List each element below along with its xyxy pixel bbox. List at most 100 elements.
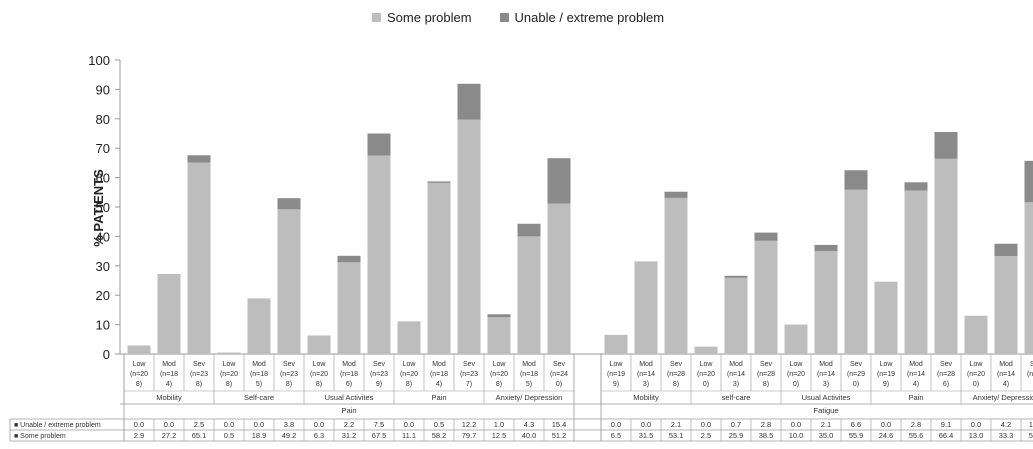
- bar-some-problem: [814, 251, 838, 354]
- x-category-label: 8): [316, 381, 322, 388]
- x-category-label: (n=28: [1027, 371, 1033, 378]
- x-category-label: Mod: [342, 361, 356, 368]
- bar-some-problem: [337, 262, 361, 354]
- x-category-label: Sev: [373, 361, 386, 368]
- table-value-unable: 6.6: [851, 420, 861, 429]
- bar-unable-extreme: [487, 314, 511, 318]
- table-value-unable: 4.2: [1001, 420, 1011, 429]
- chart-legend: Some problem Unable / extreme problem: [372, 10, 664, 25]
- table-value-unable: 2.2: [344, 420, 354, 429]
- table-value-unable: 2.8: [761, 420, 771, 429]
- x-category-label: 9): [376, 381, 382, 388]
- x-category-label: 8): [286, 381, 292, 388]
- table-value-some: 2.5: [701, 431, 711, 440]
- bar-unable-extreme: [277, 198, 301, 210]
- table-value-unable: 15.4: [552, 420, 567, 429]
- x-category-label: Low: [700, 361, 714, 368]
- bar-unable-extreme: [457, 83, 481, 120]
- bar-some-problem: [874, 281, 898, 354]
- bar-unable-extreme: [547, 158, 571, 204]
- x-category-label: (n=24: [550, 371, 568, 378]
- dimension-label: Mobility: [633, 393, 659, 402]
- table-value-unable: 14.1: [1029, 420, 1033, 429]
- table-value-unable: 0.0: [314, 420, 324, 429]
- bar-unable-extreme: [934, 132, 958, 159]
- x-category-label: (n=23: [370, 371, 388, 378]
- table-value-unable: 1.0: [494, 420, 504, 429]
- table-value-some: 66.4: [939, 431, 954, 440]
- table-value-some: 51.6: [1029, 431, 1033, 440]
- bar-unable-extreme: [427, 181, 451, 183]
- x-category-label: 3): [823, 381, 829, 388]
- bar-unable-extreme: [814, 244, 838, 252]
- bar-some-problem: [724, 277, 748, 354]
- bar-some-problem: [604, 334, 628, 354]
- x-category-label: 5): [526, 381, 532, 388]
- y-tick-label: 10: [96, 318, 110, 333]
- bar-unable-extreme: [664, 191, 688, 198]
- bar-some-problem: [517, 236, 541, 354]
- x-category-label: Low: [790, 361, 804, 368]
- x-category-label: (n=19: [607, 371, 625, 378]
- table-value-some: 55.6: [909, 431, 924, 440]
- table-value-unable: 0.0: [611, 420, 621, 429]
- x-category-label: (n=18: [430, 371, 448, 378]
- bar-some-problem: [1024, 202, 1033, 354]
- table-value-some: 10.0: [789, 431, 804, 440]
- dimension-label: Mobility: [156, 393, 182, 402]
- dimension-label: Anxiety/ Depression: [973, 393, 1033, 402]
- table-value-some: 0.5: [224, 431, 234, 440]
- table-value-unable: 0.7: [731, 420, 741, 429]
- bar-some-problem: [217, 352, 241, 354]
- x-category-label: (n=14: [637, 371, 655, 378]
- y-tick-label: 30: [96, 259, 110, 274]
- table-value-some: 33.3: [999, 431, 1014, 440]
- table-value-unable: 2.1: [821, 420, 831, 429]
- x-category-label: 8): [136, 381, 142, 388]
- x-category-label: 4): [1003, 381, 1009, 388]
- table-row-label-some: ■ Some problem: [14, 433, 66, 440]
- table-value-some: 49.2: [282, 431, 297, 440]
- table-value-some: 53.1: [669, 431, 684, 440]
- table-value-some: 31.5: [639, 431, 654, 440]
- bar-some-problem: [277, 209, 301, 354]
- x-category-label: (n=23: [280, 371, 298, 378]
- table-value-unable: 2.1: [671, 420, 681, 429]
- x-category-label: (n=20: [130, 371, 148, 378]
- x-category-label: Sev: [463, 361, 476, 368]
- x-category-label: (n=20: [400, 371, 418, 378]
- x-category-label: (n=14: [727, 371, 745, 378]
- bar-some-problem: [187, 162, 211, 354]
- x-category-label: (n=28: [757, 371, 775, 378]
- bar-unable-extreme: [724, 275, 748, 278]
- table-value-some: 18.9: [252, 431, 267, 440]
- x-category-label: Mod: [999, 361, 1013, 368]
- x-category-label: Mod: [909, 361, 923, 368]
- table-value-unable: 3.8: [284, 420, 294, 429]
- x-category-label: 0): [703, 381, 709, 388]
- legend-swatch-unable: [499, 13, 509, 22]
- x-category-label: Sev: [850, 361, 863, 368]
- y-tick-label: 20: [96, 288, 110, 303]
- panel-group-label: Fatigue: [813, 406, 838, 415]
- table-row-label-unable: ■ Unable / extreme problem: [14, 422, 101, 429]
- y-tick-label: 70: [96, 141, 110, 156]
- table-value-unable: 0.0: [701, 420, 711, 429]
- x-category-label: (n=14: [997, 371, 1015, 378]
- x-category-label: 8): [226, 381, 232, 388]
- bar-some-problem: [427, 182, 451, 354]
- y-tick-label: 60: [96, 171, 110, 186]
- x-category-label: (n=14: [817, 371, 835, 378]
- y-tick-label: 90: [96, 82, 110, 97]
- bar-some-problem: [157, 274, 181, 354]
- dimension-label: self-care: [722, 393, 751, 402]
- y-tick-label: 0: [103, 347, 110, 362]
- dimension-label: Pain: [431, 393, 446, 402]
- table-value-some: 58.2: [432, 431, 447, 440]
- table-value-unable: 12.2: [462, 420, 477, 429]
- x-category-label: Mod: [819, 361, 833, 368]
- table-value-unable: 0.0: [641, 420, 651, 429]
- table-value-some: 2.9: [134, 431, 144, 440]
- table-value-some: 27.2: [162, 431, 177, 440]
